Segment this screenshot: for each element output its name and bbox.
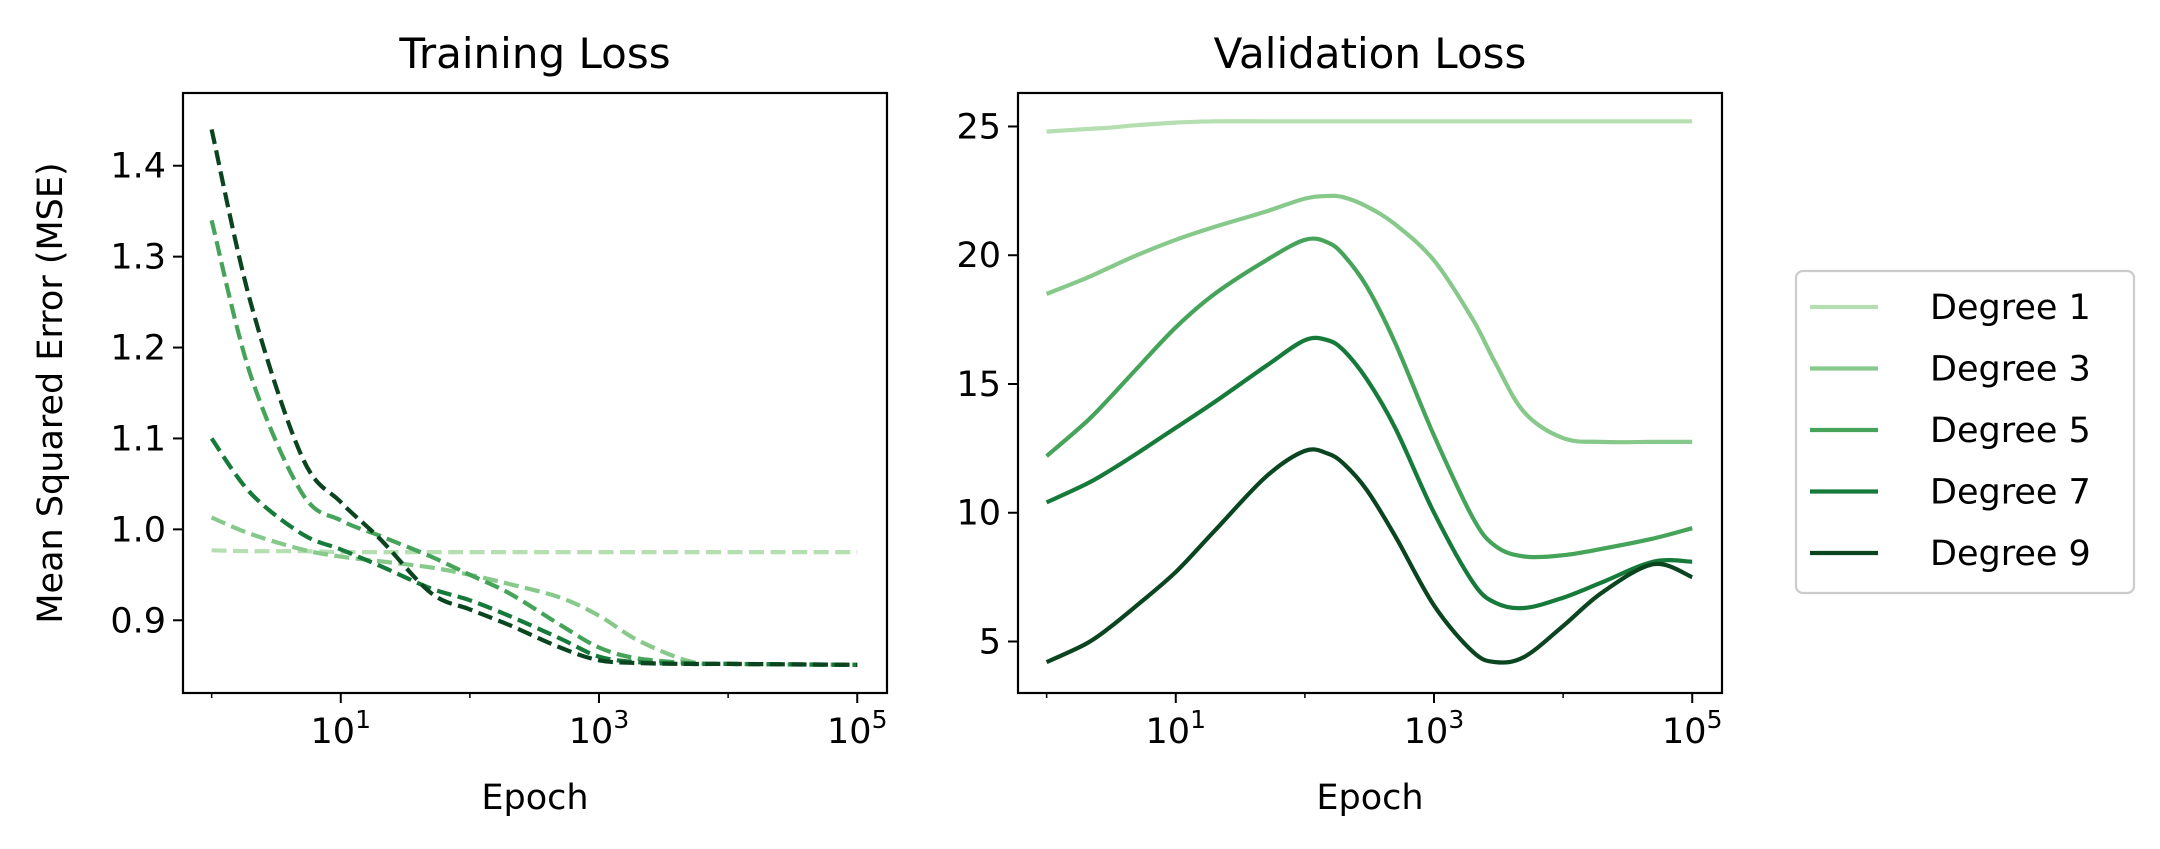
x-tick-label: 105 — [1662, 705, 1722, 752]
x-axis-label: Epoch — [481, 778, 588, 818]
legend-label: Degree 7 — [1930, 473, 2091, 513]
x-tick-label-exponent: 1 — [355, 705, 371, 734]
series-line-degree-1 — [1046, 119, 1693, 134]
x-tick-label: 101 — [1146, 705, 1206, 752]
x-axis-label: Epoch — [1316, 778, 1423, 818]
series-line-degree-7 — [1045, 335, 1693, 611]
legend-label: Degree 5 — [1930, 411, 2091, 451]
series-line-degree-3 — [1045, 193, 1693, 445]
legend-label: Degree 3 — [1930, 350, 2091, 390]
legend-box — [1794, 269, 2136, 595]
x-tick-label-base: 10 — [1662, 712, 1707, 752]
x-tick-label-base: 10 — [311, 712, 356, 752]
chart-title: Validation Loss — [1214, 29, 1527, 78]
y-tick-label: 1.0 — [110, 510, 166, 550]
series-line-degree-9 — [1045, 447, 1694, 665]
x-tick-label-exponent: 1 — [1190, 705, 1206, 734]
x-tick-label-exponent: 5 — [1707, 705, 1723, 734]
x-tick-label-base: 10 — [1404, 712, 1449, 752]
x-tick-label-base: 10 — [827, 712, 872, 752]
y-tick-label: 1.1 — [110, 419, 166, 459]
y-tick-label: 15 — [956, 365, 1001, 405]
x-tick-label-base: 10 — [1146, 712, 1191, 752]
x-tick-label: 103 — [569, 705, 629, 752]
legend-label: Degree 1 — [1930, 288, 2091, 328]
series-line-degree-9 — [209, 128, 858, 667]
y-tick-label: 25 — [956, 107, 1001, 147]
y-tick-label: 0.9 — [110, 601, 166, 641]
y-tick-label: 1.2 — [110, 329, 166, 369]
plot-frame — [1016, 91, 1724, 695]
y-tick-label: 1.3 — [110, 238, 166, 278]
y-tick-label: 10 — [956, 494, 1001, 534]
y-axis-label: Mean Squared Error (MSE) — [31, 162, 71, 623]
series-line-degree-1 — [211, 548, 858, 555]
y-tick-label: 5 — [979, 622, 1001, 662]
x-tick-label-exponent: 3 — [1448, 705, 1464, 734]
plot-frame — [181, 91, 889, 695]
series-line-degree-5 — [1045, 236, 1693, 560]
y-tick-label: 1.4 — [110, 147, 166, 187]
legend: Degree 1 Degree 3 Degree 5 Degree 7 Degree 9 — [1794, 269, 2136, 595]
x-tick-label: 103 — [1404, 705, 1464, 752]
chart-title: Training Loss — [398, 29, 670, 78]
x-tick-label-base: 10 — [569, 712, 614, 752]
x-tick-label-exponent: 5 — [872, 705, 888, 734]
x-tick-label-exponent: 3 — [613, 705, 629, 734]
y-tick-label: 20 — [956, 236, 1001, 276]
legend-label: Degree 9 — [1930, 534, 2091, 574]
x-tick-label: 105 — [827, 705, 887, 752]
x-tick-label: 101 — [311, 705, 371, 752]
